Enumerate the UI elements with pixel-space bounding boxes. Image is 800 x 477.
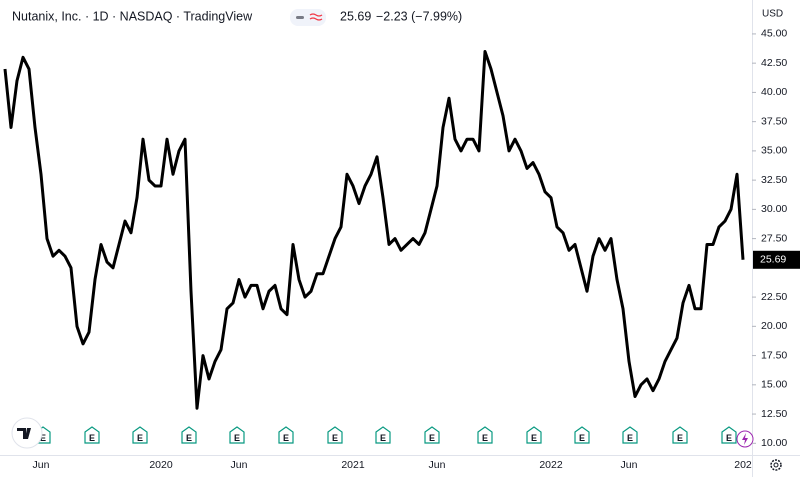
marker-shape: [327, 426, 343, 444]
marker-label: E: [677, 433, 683, 443]
y-tick-label: 15.00: [761, 379, 787, 391]
earnings-marker[interactable]: E: [181, 426, 197, 444]
marker-label: E: [283, 433, 289, 443]
earnings-marker[interactable]: E: [375, 426, 391, 444]
marker-shape: [672, 426, 688, 444]
marker-label: E: [234, 433, 240, 443]
marker-shape: [229, 426, 245, 444]
tv-logo[interactable]: [11, 417, 43, 449]
marker-shape: [526, 426, 542, 444]
marker-label: E: [380, 433, 386, 443]
x-tick-label: 202: [734, 459, 752, 471]
earnings-marker[interactable]: E: [278, 426, 294, 444]
indicator-pill[interactable]: [290, 9, 326, 26]
marker-shape: [622, 426, 638, 444]
price-change: −2.23 (−7.99%): [376, 9, 462, 23]
y-tick-label: 17.50: [761, 349, 787, 361]
marker-label: E: [482, 433, 488, 443]
pill-icon: [309, 13, 323, 21]
earnings-marker[interactable]: E: [574, 426, 590, 444]
y-tick-label: 37.50: [761, 115, 787, 127]
currency-label[interactable]: USD: [762, 9, 783, 20]
earnings-marker[interactable]: E: [477, 426, 493, 444]
earnings-marker[interactable]: E: [229, 426, 245, 444]
y-tick-label: 35.00: [761, 145, 787, 157]
marker-shape: [132, 426, 148, 444]
earnings-marker[interactable]: E: [721, 426, 737, 444]
marker-label: E: [579, 433, 585, 443]
x-tick-label: Jun: [429, 459, 446, 471]
earnings-marker[interactable]: E: [424, 426, 440, 444]
x-tick-label: Jun: [231, 459, 248, 471]
y-tick-label: 45.00: [761, 28, 787, 40]
earnings-marker[interactable]: E: [84, 426, 100, 444]
y-tick-label: 20.00: [761, 320, 787, 332]
earnings-marker[interactable]: E: [327, 426, 343, 444]
y-tick-label: 40.00: [761, 86, 787, 98]
marker-label: E: [726, 433, 732, 443]
marker-label: E: [186, 433, 192, 443]
last-price-label: 25.69: [760, 254, 786, 266]
y-tick-label: 22.50: [761, 291, 787, 303]
last-price-box: [753, 250, 800, 269]
x-tick-label: Jun: [33, 459, 50, 471]
earnings-marker[interactable]: E: [132, 426, 148, 444]
y-tick-label: 27.50: [761, 232, 787, 244]
earnings-marker[interactable]: E: [672, 426, 688, 444]
x-tick-label: 2021: [341, 459, 365, 471]
y-tick-label: 12.50: [761, 408, 787, 420]
logo-mark: [17, 428, 31, 439]
earnings-marker[interactable]: E: [526, 426, 542, 444]
y-tick-label: 32.50: [761, 174, 787, 186]
marker-label: E: [531, 433, 537, 443]
marker-shape: [84, 426, 100, 444]
y-tick-label: 10.00: [761, 437, 787, 449]
x-tick-label: 2022: [539, 459, 563, 471]
marker-shape: [721, 426, 737, 444]
marker-label: E: [627, 433, 633, 443]
y-tick-label: 30.00: [761, 203, 787, 215]
y-tick-label: 42.50: [761, 57, 787, 69]
marker-bolt: [742, 433, 748, 445]
last-price: 25.69: [340, 9, 371, 23]
chart-title: Nutanix, Inc. · 1D · NASDAQ · TradingVie…: [12, 9, 253, 23]
lightning-marker[interactable]: [736, 430, 754, 448]
gear-hub: [773, 462, 779, 468]
pill-icon: [296, 16, 304, 19]
marker-shape: [181, 426, 197, 444]
marker-label: E: [89, 433, 95, 443]
price-line: [3, 49, 745, 410]
marker-shape: [477, 426, 493, 444]
marker-label: E: [332, 433, 338, 443]
marker-label: E: [137, 433, 143, 443]
marker-shape: [574, 426, 590, 444]
gear: [770, 459, 782, 471]
x-tick-label: Jun: [621, 459, 638, 471]
settings-icon[interactable]: [770, 459, 782, 471]
x-tick-label: 2020: [149, 459, 173, 471]
earnings-marker[interactable]: E: [622, 426, 638, 444]
marker-shape: [375, 426, 391, 444]
marker-shape: [278, 426, 294, 444]
marker-label: E: [429, 433, 435, 443]
marker-label: E: [40, 433, 46, 443]
marker-shape: [424, 426, 440, 444]
